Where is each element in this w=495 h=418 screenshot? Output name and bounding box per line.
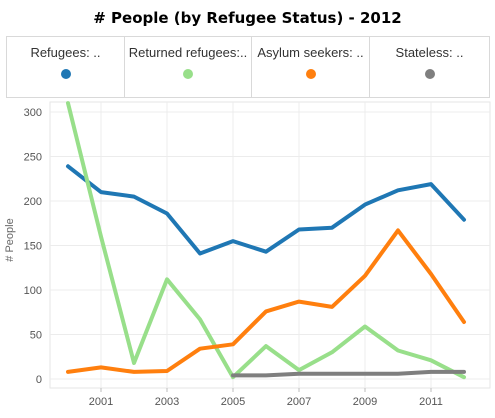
y-axis-title: # People [4,218,16,261]
x-tick-label: 2001 [89,396,113,408]
x-tick-label: 2011 [419,396,443,408]
y-tick-label: 300 [24,107,42,119]
y-tick-label: 0 [36,374,42,386]
series-line-stateless [233,372,464,376]
y-tick-label: 250 [24,152,42,164]
y-tick-label: 50 [30,330,42,342]
x-tick-label: 2003 [155,396,179,408]
grid-lines [50,102,490,388]
y-tick-label: 150 [24,241,42,253]
x-tick-label: 2005 [221,396,245,408]
y-tick-label: 100 [24,285,42,297]
x-tick-label: 2009 [353,396,377,408]
x-tick-label: 2007 [287,396,311,408]
y-tick-label: 200 [24,196,42,208]
series-lines [68,103,464,377]
